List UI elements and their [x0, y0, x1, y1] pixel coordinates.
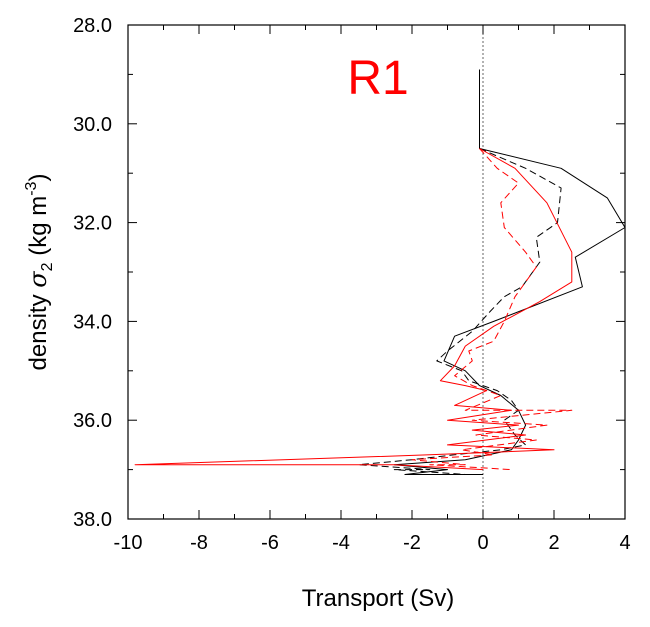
- y-axis-title-close: ): [25, 174, 52, 182]
- y-tick-label: 28.0: [73, 15, 112, 37]
- y-axis-title-exponent: -3: [23, 181, 40, 195]
- series-line-2: [358, 148, 562, 475]
- x-tick-label: 4: [619, 532, 630, 554]
- y-axis-title-symbol: σ: [24, 271, 52, 288]
- panel-label: R1: [347, 52, 408, 105]
- x-tick-label: -10: [114, 532, 143, 554]
- y-tick-label: 36.0: [73, 410, 112, 432]
- y-axis-title: density σ2 (kg m-3): [23, 174, 56, 371]
- y-tick-label: 30.0: [73, 114, 112, 136]
- series-line-1: [393, 69, 626, 475]
- y-tick-label: 38.0: [73, 509, 112, 531]
- y-axis-title-subscript: 2: [39, 262, 56, 271]
- y-tick-label: 32.0: [73, 213, 112, 235]
- x-tick-label: 2: [548, 532, 559, 554]
- x-tick-label: -8: [190, 532, 208, 554]
- x-tick-label: -2: [403, 532, 421, 554]
- x-tick-label: -4: [332, 532, 350, 554]
- y-tick-label: 34.0: [73, 311, 112, 333]
- x-tick-label: -6: [261, 532, 279, 554]
- x-tick-label: 0: [477, 532, 488, 554]
- series-line-4: [411, 148, 573, 471]
- y-axis-title-units: (kg m: [25, 196, 52, 263]
- y-axis-title-prefix: density: [25, 288, 52, 371]
- series-line-3: [134, 148, 573, 471]
- x-axis-title: Transport (Sv): [302, 585, 454, 612]
